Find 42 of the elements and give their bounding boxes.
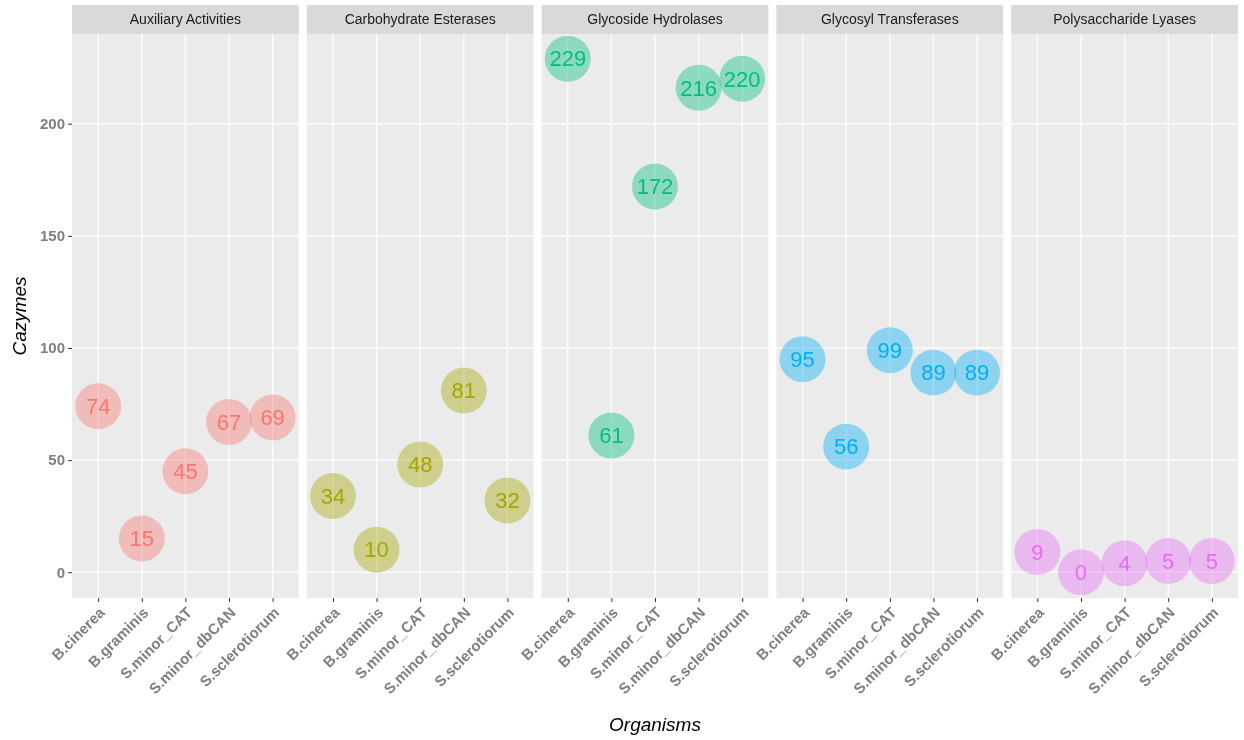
data-label: 56 [833,434,859,460]
data-label: 5 [1162,548,1175,574]
data-label: 69 [260,405,285,431]
x-axis-title: Organisms [609,714,702,735]
point [1145,538,1192,584]
point [1188,538,1235,584]
data-label: 48 [407,452,433,478]
data-label: 229 [549,46,587,72]
data-label: 9 [1031,539,1044,565]
chart-title: Glycoside Hydrolases [587,11,723,28]
y-tick-label: 0 [56,563,65,581]
data-label: 32 [495,488,520,514]
data-label: 5 [1205,548,1218,574]
data-label: 0 [1074,559,1088,585]
y-tick-label: 200 [39,115,65,132]
data-label: 89 [964,360,990,386]
y-tick-label: 50 [48,451,65,469]
chart-title: Carbohydrate Esterases [344,11,496,28]
y-axis-title: Cazymes [9,275,30,356]
data-label: 10 [364,537,389,563]
chart-title: Glycosyl Transferases [820,11,959,28]
data-label: 34 [320,483,346,509]
data-label: 45 [173,459,198,484]
point [1014,529,1061,575]
y-tick-label: 150 [39,227,65,245]
chart-title: Polysaccharide Lyases [1053,11,1196,28]
data-label: 220 [723,66,761,92]
data-label: 15 [129,526,155,552]
data-label: 67 [216,409,242,435]
point [1058,549,1104,596]
data-label: 74 [85,393,111,419]
y-tick-label: 100 [39,339,65,357]
data-label: 61 [599,423,624,449]
point [1101,540,1148,587]
data-label: 81 [451,378,477,404]
data-label: 89 [921,360,946,386]
chart-title: Auxiliary Activities [129,11,242,28]
data-label: 172 [636,174,674,200]
data-label: 99 [877,337,903,363]
data-label: 4 [1118,550,1131,576]
data-label: 95 [790,346,815,372]
data-label: 216 [680,75,717,101]
